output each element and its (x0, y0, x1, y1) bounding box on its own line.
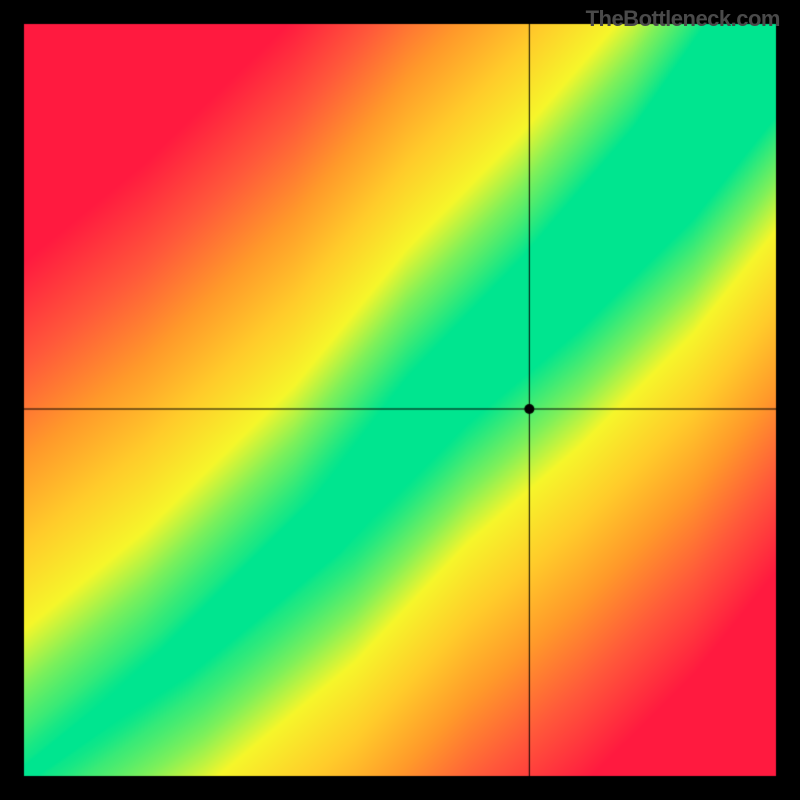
watermark-text: TheBottleneck.com (586, 6, 780, 32)
chart-container: TheBottleneck.com (0, 0, 800, 800)
heatmap-canvas (0, 0, 800, 800)
